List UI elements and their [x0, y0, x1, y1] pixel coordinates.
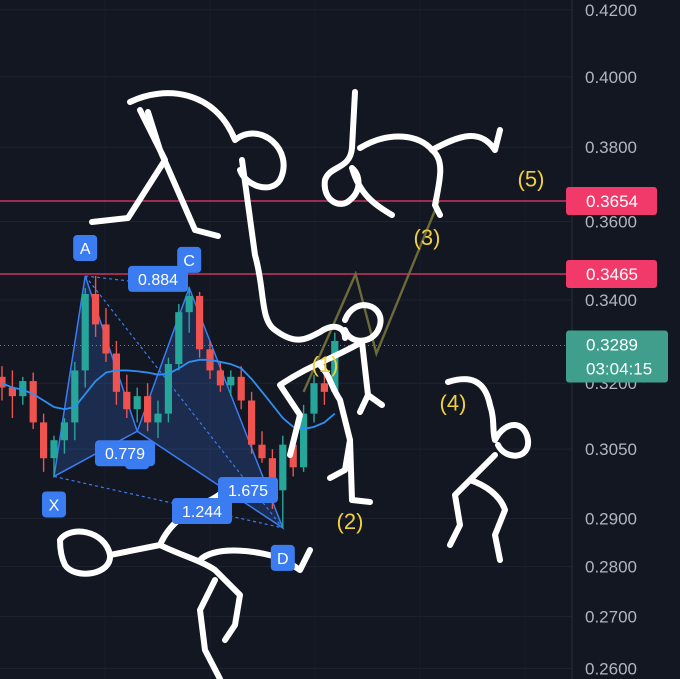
pattern-dotted-line: [136, 430, 284, 529]
pattern-ratio-box: [172, 498, 232, 525]
elliott-wave-label: (5): [518, 166, 545, 191]
current-price-tag-box: [566, 330, 668, 383]
elliott-wave-label: (1): [312, 352, 339, 377]
pattern-point-label: D: [277, 551, 289, 568]
pattern-ratio-box: [218, 476, 278, 503]
candle-body: [164, 364, 172, 414]
price-tick-label: 0.3800: [585, 138, 637, 157]
pattern-ratio-label: 1.244: [182, 504, 222, 521]
price-tick-label: 0.4000: [585, 68, 637, 87]
price-tag-box: [566, 187, 657, 216]
price-tick-label: 0.3050: [585, 440, 637, 459]
candle-body: [154, 413, 162, 423]
price-tick-label: 0.2800: [585, 558, 637, 577]
price-tick-label: 0.2600: [585, 659, 637, 678]
candle-body: [185, 295, 193, 313]
candle-body: [216, 370, 224, 386]
candle-body: [123, 391, 131, 410]
price-tick-label: 0.3400: [585, 291, 637, 310]
candle-body: [50, 440, 58, 459]
elliott-wave-label: (2): [337, 509, 364, 534]
candlestick-series: [0, 275, 339, 528]
price-tags: 0.3654 0.3465 0.3289 03:04:15: [566, 187, 668, 383]
candle-body: [310, 383, 318, 414]
candle-body: [133, 396, 141, 410]
candle-body: [0, 376, 6, 388]
candle-body: [289, 444, 297, 468]
candle-body: [268, 458, 276, 491]
candle-body: [102, 324, 110, 354]
price-tag-label: 0.3654: [586, 192, 638, 211]
candle-body: [71, 370, 79, 423]
candle-body: [227, 376, 235, 386]
current-price-countdown: 03:04:15: [586, 360, 652, 379]
candle-body: [112, 353, 120, 392]
grid-lines: [0, 9, 572, 669]
pattern-point-label: A: [80, 241, 91, 258]
pattern-ratio-label: 0.884: [138, 272, 178, 289]
moving-average: [1, 358, 336, 430]
candle-body: [19, 381, 27, 397]
pattern-ratio-label: 1.675: [228, 483, 268, 500]
pattern-point-box: [270, 544, 295, 571]
price-tick-label: 0.2700: [585, 608, 637, 627]
candle-body: [258, 444, 266, 459]
elliott-wave-label: (4): [440, 391, 467, 416]
pattern-ratio-box: [95, 440, 155, 467]
pattern-triangle-bcd: [136, 285, 285, 530]
candle-body: [29, 381, 37, 423]
candle-body: [81, 293, 89, 371]
candle-body: [8, 387, 16, 397]
candle-body: [92, 293, 100, 325]
price-tick-label: 0.3600: [585, 212, 637, 231]
doodle-figure-right: [445, 376, 531, 563]
moving-average-line: [1, 358, 336, 430]
doodle-figure-top-right: [321, 89, 503, 218]
pattern-dotted-line: [53, 430, 138, 477]
pattern-ratio-label: 0.779: [105, 446, 145, 463]
pattern-point-label: C: [183, 253, 195, 270]
candle-body: [331, 340, 339, 392]
elliott-wave-label: (3): [414, 225, 441, 250]
price-tick-label: 0.2900: [585, 509, 637, 528]
price-tag-box: [566, 259, 657, 288]
doodle-figure-middle: [277, 302, 385, 505]
candle-body: [279, 444, 287, 491]
candle-body: [237, 376, 245, 401]
price-tag-label: 0.3465: [586, 265, 638, 284]
price-tick-label: 0.4200: [585, 1, 637, 20]
horizontal-price-lines: [0, 200, 572, 275]
candle-body: [196, 295, 204, 350]
candle-body: [300, 413, 308, 468]
wave-projection-line: [302, 200, 440, 393]
candle-body: [144, 396, 152, 423]
doodle-figure-top-left: [89, 90, 348, 343]
pattern-ratio-box: [128, 265, 188, 292]
candle-body: [40, 422, 48, 459]
pattern-point-box: [73, 234, 98, 261]
candle-body: [175, 312, 183, 365]
pattern-point-box: [42, 491, 66, 518]
pattern-point-label: X: [49, 497, 60, 514]
current-price-label: 0.3289: [586, 336, 638, 355]
candle-body: [320, 383, 328, 392]
candle-body: [60, 422, 68, 441]
wave-projection: [302, 200, 440, 393]
candle-body: [248, 400, 256, 445]
